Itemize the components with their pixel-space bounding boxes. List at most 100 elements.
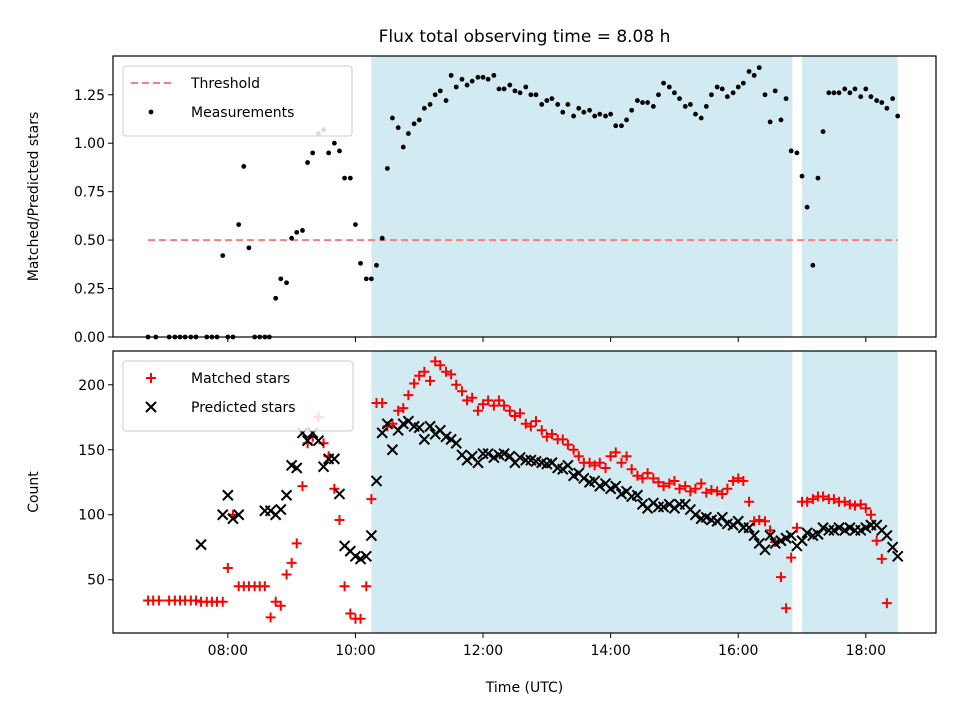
measurement-point — [523, 84, 529, 90]
predicted-stars-point — [785, 529, 797, 542]
matched-stars-point — [515, 408, 526, 419]
matched-stars-point — [610, 447, 621, 458]
matched-stars-point — [786, 552, 797, 563]
measurement-point — [677, 96, 682, 102]
y-tick-label: 200 — [78, 378, 105, 394]
matched-stars-point — [605, 451, 616, 462]
axes-frame — [112, 350, 937, 634]
matched-stars-point — [329, 483, 340, 494]
matched-stars-point — [722, 483, 733, 494]
matched-stars-point — [334, 514, 345, 525]
measurement-point — [305, 160, 310, 165]
x-tick-label: 14:00 — [590, 643, 630, 659]
predicted-stars-point — [817, 522, 829, 534]
matched-stars-point — [435, 360, 446, 371]
ratio-panel: 0.00 0.25 0.50 0.75 1.00 1.25 Matched/Predicte… — [26, 55, 937, 346]
predicted-stars-point — [386, 444, 399, 456]
matched-stars-point — [744, 496, 755, 507]
matched-stars-point — [728, 475, 739, 486]
measurement-point — [778, 117, 784, 123]
measurement-point — [432, 92, 438, 98]
measurement-point — [587, 107, 592, 113]
matched-stars-point — [488, 400, 499, 411]
measurement-point — [740, 80, 746, 86]
measurement-point — [852, 86, 858, 92]
matched-stars-point — [760, 516, 771, 527]
legend-label: Matched stars — [191, 371, 290, 387]
predicted-stars-point — [514, 451, 526, 464]
matched-stars-point — [690, 483, 701, 494]
x-tick-label: 08:00 — [208, 643, 248, 659]
matched-stars-point — [802, 496, 813, 507]
measurement-point — [300, 228, 305, 233]
count-panel: 50 100 150 200 08:00 10:00 12:00 14:00 16:00 18:0… — [26, 350, 937, 659]
predicted-stars-point — [764, 529, 776, 542]
measurement-point — [687, 102, 693, 107]
matched-stars-point — [398, 403, 409, 414]
predicted-stars-point — [477, 447, 489, 460]
matched-stars-point — [616, 457, 627, 468]
measurement-point — [379, 235, 385, 241]
predicted-stars-point — [482, 447, 494, 460]
matched-stars-point — [462, 395, 473, 406]
predicted-stars-point — [652, 501, 665, 513]
measurement-point — [507, 82, 513, 88]
matched-stars-point — [286, 557, 297, 568]
matched-stars-point — [525, 421, 536, 432]
matched-stars-point — [594, 457, 605, 468]
predicted-stars-point — [689, 509, 702, 521]
matched-stars-point — [584, 457, 595, 468]
matched-stars-point — [419, 366, 430, 377]
predicted-stars-point — [657, 501, 670, 513]
predicted-stars-point — [424, 420, 436, 433]
predicted-stars-point — [354, 553, 367, 565]
matched-stars-point — [749, 516, 760, 527]
measurement-point — [847, 90, 853, 96]
matched-stars-point — [626, 464, 637, 475]
predicted-stars-point — [610, 480, 622, 492]
measurement-point — [405, 131, 411, 136]
matched-stars-point — [270, 596, 281, 607]
measurement-point — [666, 84, 672, 90]
measurement-point — [879, 100, 885, 105]
matched-stars-point — [409, 378, 420, 389]
matched-stars-point — [696, 478, 707, 489]
measurement-point — [826, 90, 832, 96]
predicted-stars-point — [498, 447, 510, 460]
predicted-stars-point — [301, 434, 314, 447]
matched-stars-point — [871, 535, 882, 546]
matched-stars-point — [557, 434, 568, 445]
predicted-stars-point — [594, 480, 606, 492]
observing-interval-band — [802, 351, 898, 633]
predicted-stars-point — [317, 460, 330, 473]
matched-stars-point — [366, 494, 377, 505]
matched-stars-point — [818, 491, 829, 502]
measurement-point — [730, 90, 736, 96]
y-tick-label: 1.00 — [74, 136, 105, 152]
measurement-point — [650, 103, 656, 109]
matched-stars-point — [291, 538, 302, 549]
measurement-point — [640, 100, 645, 105]
matched-stars-point — [377, 397, 388, 408]
matched-stars-point — [472, 405, 483, 416]
measurement-point — [246, 245, 252, 251]
measurement-point — [220, 253, 226, 259]
matched-stars-point — [828, 494, 839, 505]
matched-stars-point — [339, 581, 350, 592]
matched-stars-point — [839, 496, 850, 507]
measurement-point — [858, 94, 864, 100]
measurement-point — [836, 90, 842, 96]
matched-stars-point — [664, 478, 675, 489]
measurement-point — [772, 88, 778, 94]
predicted-stars-point — [743, 522, 755, 534]
predicted-stars-point — [520, 454, 532, 466]
legend-label: Threshold — [190, 76, 260, 92]
measurement-point — [799, 173, 805, 179]
matched-stars-point — [648, 473, 659, 484]
matched-stars-point — [781, 603, 792, 614]
predicted-stars-point — [365, 529, 378, 542]
measurement-point — [783, 96, 789, 102]
measurement-point — [549, 96, 555, 102]
measurement-point — [353, 222, 358, 228]
measurement-point — [496, 86, 502, 92]
